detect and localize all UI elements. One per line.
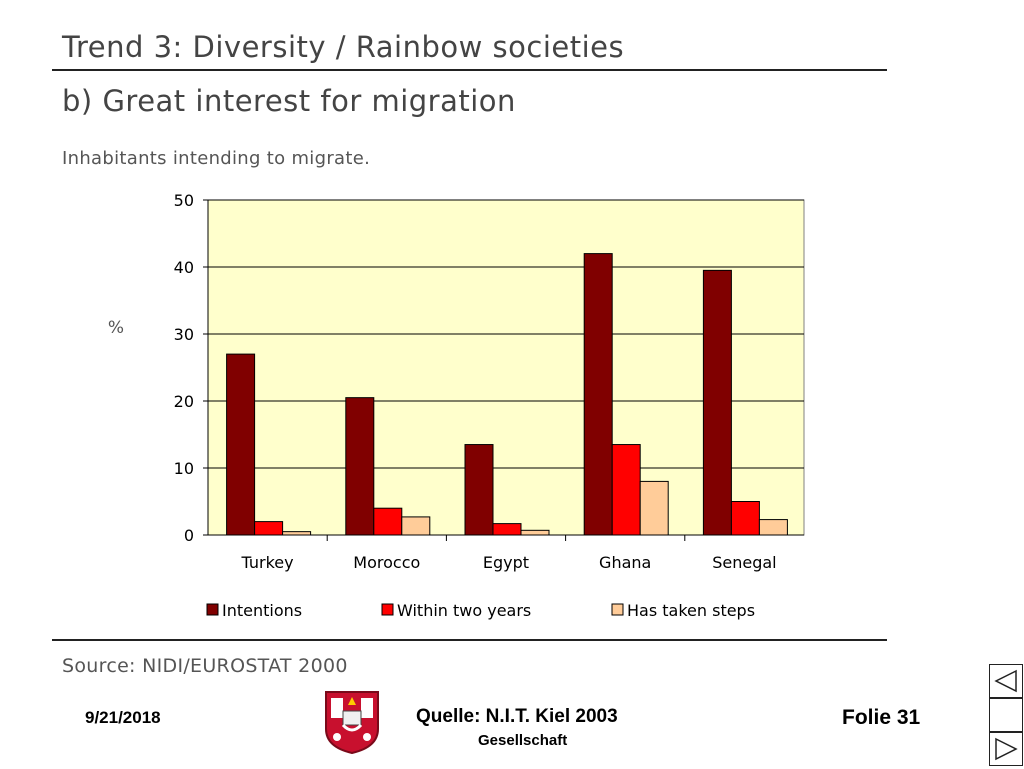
x-tick-label: Morocco: [353, 553, 420, 572]
y-tick-label: 50: [174, 191, 194, 210]
previous-slide-button[interactable]: [989, 664, 1023, 698]
y-tick-label: 20: [174, 392, 194, 411]
x-tick-label: Ghana: [599, 553, 651, 572]
university-crest-icon: [325, 691, 379, 755]
y-tick-label: 40: [174, 258, 194, 277]
source-note: Source: NIDI/EUROSTAT 2000: [62, 655, 348, 677]
x-tick-label: Turkey: [241, 553, 294, 572]
slide-subtitle: b) Great interest for migration: [62, 84, 516, 118]
home-slide-button[interactable]: [989, 698, 1023, 732]
legend-swatch: [611, 603, 624, 616]
bar: [464, 444, 494, 536]
slide-navigation: [989, 664, 1023, 768]
bar: [730, 501, 760, 536]
y-tick-label: 10: [174, 459, 194, 478]
triangle-right-icon: [995, 737, 1018, 761]
footer-partial-text: Gesellschaft: [478, 732, 568, 749]
bar: [401, 516, 431, 536]
chart-caption: Inhabitants intending to migrate.: [62, 148, 371, 169]
y-tick-label: 0: [184, 526, 194, 545]
slide-number: Folie 31: [842, 706, 921, 729]
next-slide-button[interactable]: [989, 732, 1023, 766]
bar-chart: 0 10 20 30 40 50% Turkey Morocco Egypt Ghana Seneg…: [108, 191, 805, 620]
footer-date: 9/21/2018: [85, 708, 161, 727]
title-rule: [52, 69, 887, 71]
legend-label: Within two years: [397, 601, 531, 620]
bar: [611, 444, 641, 536]
bar: [373, 507, 403, 536]
bar: [639, 480, 669, 536]
legend-swatch: [381, 603, 394, 616]
legend-label: Has taken steps: [627, 601, 755, 620]
bar: [520, 529, 550, 536]
x-tick-label: Senegal: [712, 553, 776, 572]
bar: [702, 269, 732, 536]
bar: [226, 353, 256, 536]
footer-source: Quelle: N.I.T. Kiel 2003: [416, 706, 618, 727]
bar: [492, 523, 522, 536]
bar: [254, 521, 284, 536]
y-axis-label: %: [108, 318, 124, 338]
legend-swatch: [206, 603, 219, 616]
bar: [345, 397, 375, 536]
triangle-left-icon: [994, 669, 1017, 693]
slide-title: Trend 3: Diversity / Rainbow societies: [62, 30, 625, 64]
bar: [583, 253, 613, 536]
bottom-rule: [52, 639, 887, 641]
y-tick-label: 30: [174, 325, 194, 344]
bar: [758, 519, 788, 536]
x-tick-label: Egypt: [483, 553, 529, 572]
legend-label: Intentions: [222, 601, 302, 620]
bar: [282, 531, 312, 536]
